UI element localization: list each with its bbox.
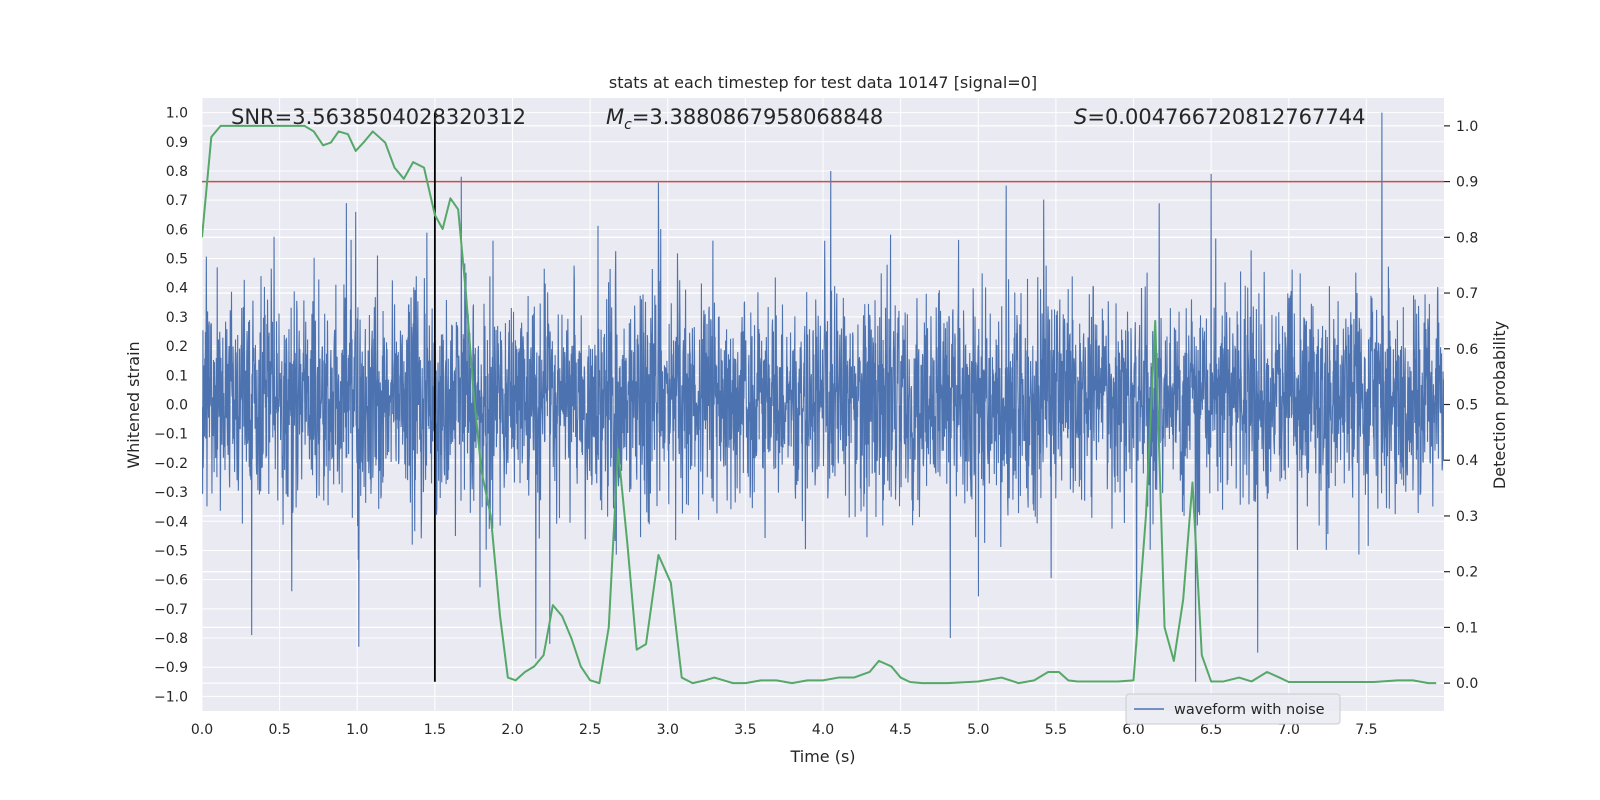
y-left-tick-label: −0.2 — [154, 456, 188, 472]
x-tick-label: 0.0 — [191, 722, 213, 738]
y-left-tick-label: 0.6 — [166, 222, 188, 238]
x-tick-label: 1.0 — [346, 722, 368, 738]
x-tick-label: 5.0 — [967, 722, 989, 738]
y-left-tick-label: −0.9 — [154, 660, 188, 676]
s-value: =0.004766720812767744 — [1087, 105, 1365, 129]
x-tick-label: 4.0 — [812, 722, 834, 738]
mc-subscript: c — [624, 117, 632, 133]
x-tick-label: 2.0 — [501, 722, 523, 738]
x-tick-label: 6.0 — [1122, 722, 1144, 738]
mc-symbol: M — [606, 105, 624, 129]
y-right-tick-label: 0.7 — [1456, 286, 1478, 302]
y-right-axis-ticks: 0.0 0.1 0.2 0.3 0.4 0.5 0.6 0.7 0.8 0.9 1.0 — [1444, 119, 1478, 692]
strain-series — [202, 112, 1444, 682]
snr-annotation: SNR=3.5638504028320312 — [231, 105, 526, 129]
y-right-tick-label: 0.3 — [1456, 509, 1478, 525]
probability-curve — [202, 124, 1437, 685]
x-tick-label: 5.5 — [1045, 722, 1067, 738]
x-tick-label: 0.5 — [268, 722, 290, 738]
x-tick-label: 2.5 — [579, 722, 601, 738]
mc-value: =3.3880867958068848 — [632, 105, 883, 129]
x-tick-label: 1.5 — [424, 722, 446, 738]
chart-title: stats at each timestep for test data 101… — [609, 73, 1037, 92]
y-left-tick-label: −0.7 — [154, 602, 188, 618]
s-symbol: S — [1074, 105, 1087, 129]
x-tick-label: 3.0 — [657, 722, 679, 738]
mc-annotation: Mc=3.3880867958068848 — [606, 105, 883, 133]
strain-trace — [202, 112, 1444, 682]
y-left-tick-label: −1.0 — [154, 689, 188, 705]
y-right-tick-label: 0.0 — [1456, 676, 1478, 692]
y-right-axis-label: Detection probability — [1490, 321, 1509, 489]
y-left-axis-ticks: −1.0 −0.9 −0.8 −0.7 −0.6 −0.5 −0.4 −0.3 −0.2 −0.1… — [154, 106, 188, 706]
y-left-tick-label: 0.9 — [166, 135, 188, 151]
probability-series — [202, 124, 1437, 685]
x-axis-label: Time (s) — [789, 747, 855, 766]
legend-label: waveform with noise — [1174, 702, 1325, 718]
y-right-tick-label: 0.6 — [1456, 342, 1478, 358]
x-tick-label: 7.0 — [1278, 722, 1300, 738]
y-left-tick-label: 0.3 — [166, 310, 188, 326]
y-right-tick-label: 0.1 — [1456, 620, 1478, 636]
y-left-axis-label: Whitened strain — [124, 341, 143, 468]
y-left-tick-label: 0.5 — [166, 252, 188, 268]
y-left-tick-label: 1.0 — [166, 106, 188, 122]
x-axis-ticks: 0.0 0.5 1.0 1.5 2.0 2.5 3.0 3.5 4.0 4.5 5.0 5.5 6.0 6… — [191, 722, 1378, 738]
y-right-tick-label: 0.8 — [1456, 230, 1478, 246]
y-left-tick-label: −0.4 — [154, 514, 188, 530]
y-right-tick-label: 0.2 — [1456, 565, 1478, 581]
y-left-tick-label: −0.3 — [154, 485, 188, 501]
y-left-tick-label: 0.8 — [166, 164, 188, 180]
x-tick-label: 7.5 — [1355, 722, 1377, 738]
y-left-tick-label: −0.8 — [154, 631, 188, 647]
y-right-tick-label: 0.4 — [1456, 453, 1478, 469]
y-left-tick-label: 0.2 — [166, 339, 188, 355]
y-left-tick-label: −0.6 — [154, 573, 188, 589]
x-tick-label: 4.5 — [889, 722, 911, 738]
y-left-tick-label: −0.1 — [154, 427, 188, 443]
y-left-tick-label: 0.7 — [166, 193, 188, 209]
y-left-tick-label: 0.1 — [166, 368, 188, 384]
s-annotation: S=0.004766720812767744 — [1074, 105, 1365, 129]
x-tick-label: 3.5 — [734, 722, 756, 738]
y-left-tick-label: 0.0 — [166, 398, 188, 414]
y-right-tick-label: 0.5 — [1456, 398, 1478, 414]
legend: waveform with noise — [1125, 693, 1341, 725]
y-left-tick-label: −0.5 — [154, 543, 188, 559]
y-left-tick-label: 0.4 — [166, 281, 188, 297]
x-tick-label: 6.5 — [1200, 722, 1222, 738]
legend-box — [1125, 693, 1341, 725]
y-right-tick-label: 1.0 — [1456, 119, 1478, 135]
y-right-tick-label: 0.9 — [1456, 175, 1478, 191]
